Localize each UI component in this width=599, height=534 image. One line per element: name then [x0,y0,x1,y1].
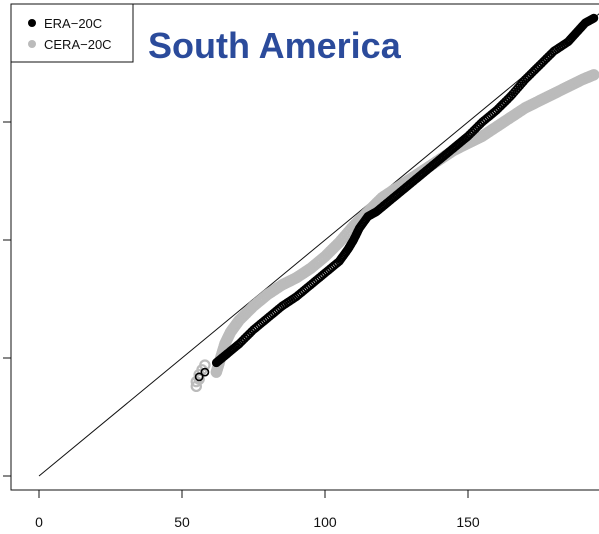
legend-label-era: ERA−20C [44,16,102,31]
reference-line [38,13,599,477]
series-layer [190,13,599,393]
plot-frame [10,3,599,491]
data-point [194,372,204,382]
series-era [194,13,599,382]
data-point [589,13,599,23]
y-axis [3,121,11,477]
x-tick-label: 100 [313,514,337,530]
data-point [588,69,599,81]
x-tick-label: 50 [174,514,190,530]
data-point [199,359,211,371]
x-axis: 0 50 100 150 [35,490,480,530]
legend-label-cera: CERA−20C [44,37,112,52]
legend-box [10,3,134,63]
plot-area [10,3,599,491]
x-tick-label: 150 [456,514,480,530]
legend-marker-era [28,19,36,27]
legend: ERA−20C CERA−20C [10,3,134,63]
x-tick-label: 0 [35,514,43,530]
chart-title: South America [148,25,402,66]
legend-marker-cera [28,40,36,48]
data-point [200,367,210,377]
series-cera [190,69,599,393]
